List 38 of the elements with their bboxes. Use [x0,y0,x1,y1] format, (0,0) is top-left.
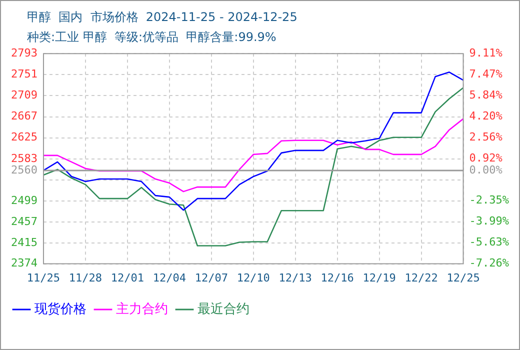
x-tick-label: 12/07 [194,271,228,284]
x-tick-label: 12/19 [362,271,396,284]
y2-tick-label: 0.92% [469,152,503,165]
y-tick-label: 2625 [10,130,38,144]
y2-tick-label: 4.20% [469,110,503,123]
legend-label: 最近合约 [198,302,250,317]
x-tick-label: 12/13 [278,271,312,284]
y-tick-label: 2667 [10,110,38,123]
y2-tick-label: 9.11% [469,46,503,60]
legend-label: 主力合约 [116,300,168,317]
y2-tick-label: 7.47% [469,68,503,81]
y2-tick-label: -7.26% [469,256,510,270]
chart-subtitle: 种类:工业 甲醇 等级:优等品 甲醇含量:99.9% [27,29,276,46]
y2-tick-label: 2.56% [469,130,503,144]
y-tick-label: 2709 [10,88,38,102]
x-tick-label: 11/28 [68,271,102,284]
y2-tick-label: -2.35% [469,194,510,207]
x-tick-label: 11/25 [26,271,60,284]
x-tick-label: 12/16 [320,271,354,284]
y-tick-label: 2457 [10,215,38,228]
legend-label: 现货价格 [34,302,86,317]
x-tick-label: 12/01 [110,271,144,284]
x-tick-label: 12/10 [236,271,270,284]
y-tick-label: 2374 [10,256,38,270]
y-tick-label: 2499 [10,194,38,207]
y-tick-label: 2583 [10,152,38,165]
y2-tick-label: -3.99% [469,214,510,228]
y2-tick-label: 0.00% [469,163,503,176]
y-tick-label: 2560 [10,163,38,176]
chart-title: 甲醇 国内 市场价格 2024-11-25 - 2024-12-25 [27,9,298,26]
x-tick-label: 12/25 [446,271,480,284]
x-tick-label: 12/22 [404,271,438,284]
y2-tick-label: -5.63% [469,236,510,249]
y2-tick-label: 5.84% [469,88,503,102]
x-tick-label: 12/04 [152,271,186,284]
y-tick-label: 2415 [10,236,38,250]
y-tick-label: 2793 [10,46,38,60]
y-tick-label: 2751 [10,68,38,81]
